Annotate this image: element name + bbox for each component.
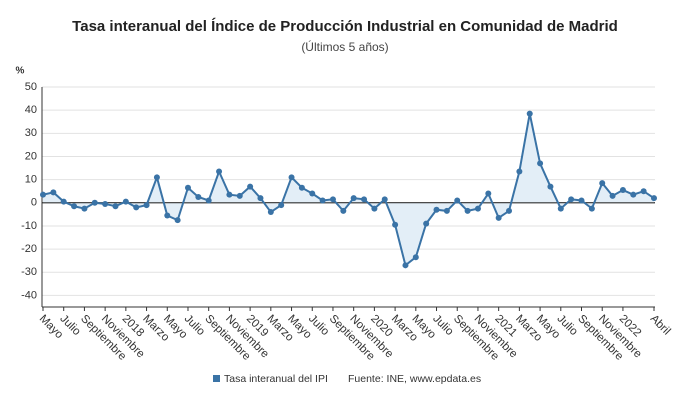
marker: [319, 197, 326, 204]
marker: [309, 190, 316, 197]
marker: [371, 205, 378, 212]
marker: [619, 187, 626, 194]
marker: [381, 196, 388, 203]
marker: [298, 184, 305, 191]
marker: [133, 204, 140, 211]
marker: [599, 180, 606, 187]
marker: [474, 205, 481, 212]
marker: [464, 207, 471, 214]
marker: [443, 207, 450, 214]
marker: [174, 217, 181, 224]
chart-subtitle: (Últimos 5 años): [301, 39, 388, 54]
marker: [50, 189, 57, 196]
y-tick-label: -30: [21, 266, 37, 278]
y-axis-label: %: [16, 66, 25, 77]
y-tick-label: 50: [25, 81, 37, 93]
marker: [247, 183, 254, 190]
marker: [578, 197, 585, 204]
x-tick-label: Abril: [648, 313, 673, 338]
marker: [236, 192, 243, 199]
source: Fuente: INE, www.epdata.es: [348, 373, 481, 385]
marker: [630, 191, 637, 198]
marker: [537, 160, 544, 167]
marker: [454, 197, 461, 204]
marker: [164, 212, 171, 219]
y-tick-label: 40: [25, 104, 37, 116]
marker: [588, 205, 595, 212]
marker: [495, 214, 502, 221]
marker: [609, 192, 616, 199]
marker: [71, 203, 78, 210]
marker: [288, 174, 295, 181]
marker: [205, 197, 212, 204]
marker: [102, 200, 109, 207]
marker: [402, 262, 409, 269]
marker: [195, 194, 202, 200]
marker: [60, 198, 67, 205]
y-tick-label: 20: [25, 150, 37, 162]
marker: [40, 191, 46, 198]
marker: [423, 220, 430, 227]
marker: [526, 110, 533, 117]
marker: [278, 202, 285, 209]
marker: [640, 188, 647, 195]
marker: [257, 195, 264, 202]
marker: [516, 168, 523, 175]
marker: [267, 209, 274, 216]
marker: [91, 199, 98, 206]
marker: [506, 207, 513, 214]
marker: [143, 202, 150, 209]
marker: [433, 206, 440, 213]
y-tick-label: 10: [25, 174, 37, 186]
line: [42, 113, 655, 268]
y-tick-label: -40: [21, 289, 37, 301]
area: [43, 113, 654, 266]
marker: [392, 221, 399, 228]
y-tick-label: -10: [21, 220, 37, 232]
marker: [651, 195, 657, 202]
legend-label: Tasa interanual del IPI: [224, 373, 328, 385]
marker: [568, 196, 575, 203]
marker: [226, 191, 233, 198]
marker: [184, 184, 191, 191]
marker: [216, 168, 223, 175]
marker: [153, 174, 160, 181]
marker: [557, 205, 564, 212]
marker: [412, 254, 419, 261]
marker: [485, 190, 492, 197]
marker: [361, 196, 368, 203]
marker: [340, 207, 347, 214]
marker: [329, 196, 336, 203]
y-tick-label: 30: [25, 127, 37, 139]
marker: [547, 183, 554, 190]
marker: [122, 198, 129, 205]
chart-title: Tasa interanual del Índice de Producción…: [72, 18, 618, 35]
y-tick-label: 0: [31, 197, 37, 209]
marker: [350, 195, 357, 202]
marker: [81, 205, 88, 212]
y-tick-label: -20: [21, 243, 37, 255]
legend-swatch: [213, 375, 220, 382]
marker: [112, 203, 119, 210]
